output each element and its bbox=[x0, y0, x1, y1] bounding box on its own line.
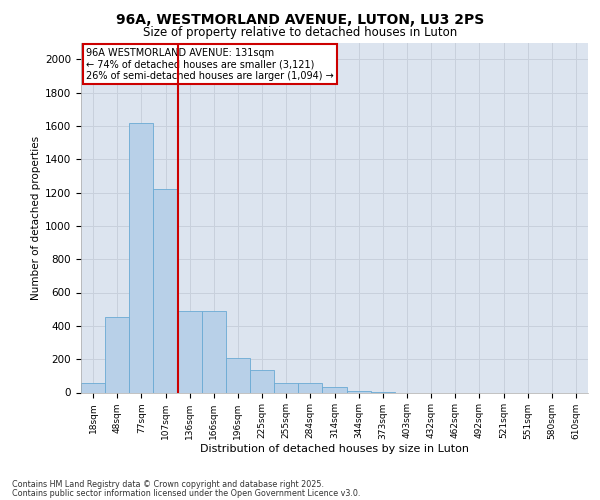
Bar bbox=[250, 370, 274, 392]
Text: Size of property relative to detached houses in Luton: Size of property relative to detached ho… bbox=[143, 26, 457, 39]
Text: Contains HM Land Registry data © Crown copyright and database right 2025.: Contains HM Land Registry data © Crown c… bbox=[12, 480, 324, 489]
Bar bbox=[154, 189, 178, 392]
Y-axis label: Number of detached properties: Number of detached properties bbox=[31, 136, 41, 300]
Bar bbox=[226, 358, 250, 392]
Text: Contains public sector information licensed under the Open Government Licence v3: Contains public sector information licen… bbox=[12, 488, 361, 498]
Text: 96A, WESTMORLAND AVENUE, LUTON, LU3 2PS: 96A, WESTMORLAND AVENUE, LUTON, LU3 2PS bbox=[116, 12, 484, 26]
Bar bbox=[105, 316, 129, 392]
Bar bbox=[347, 391, 371, 392]
Bar bbox=[298, 384, 322, 392]
Bar bbox=[178, 311, 202, 392]
Bar bbox=[202, 311, 226, 392]
Bar bbox=[129, 122, 154, 392]
Text: 96A WESTMORLAND AVENUE: 131sqm
← 74% of detached houses are smaller (3,121)
26% : 96A WESTMORLAND AVENUE: 131sqm ← 74% of … bbox=[86, 48, 334, 81]
Bar bbox=[322, 386, 347, 392]
Bar bbox=[274, 382, 298, 392]
X-axis label: Distribution of detached houses by size in Luton: Distribution of detached houses by size … bbox=[200, 444, 469, 454]
Bar bbox=[81, 384, 105, 392]
